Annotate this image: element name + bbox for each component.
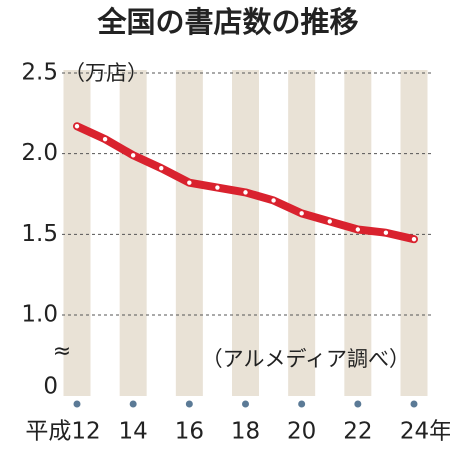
x-tick-label: 14 bbox=[119, 419, 148, 445]
data-point bbox=[383, 230, 389, 235]
x-tick-dot bbox=[185, 400, 193, 408]
x-tick-label: 16 bbox=[175, 419, 204, 445]
x-tick-dot bbox=[129, 400, 137, 408]
x-tick-dot bbox=[410, 400, 418, 408]
data-point bbox=[215, 185, 220, 190]
source-note: （アルメディア調べ） bbox=[202, 347, 410, 371]
data-point bbox=[187, 180, 192, 185]
data-point bbox=[159, 165, 164, 171]
background-stripe bbox=[400, 70, 428, 396]
background-stripe bbox=[232, 70, 259, 396]
data-point bbox=[411, 236, 417, 242]
data-point bbox=[243, 190, 248, 195]
x-tick-label: 22 bbox=[343, 419, 372, 445]
background-stripe bbox=[175, 70, 203, 396]
y-tick-label: 2.5 bbox=[21, 60, 58, 86]
background-stripe bbox=[288, 70, 316, 396]
data-point bbox=[130, 153, 136, 158]
x-tick-label: 20 bbox=[287, 419, 316, 445]
data-point bbox=[74, 124, 80, 129]
x-tick-label: 平成12 bbox=[25, 419, 100, 445]
y-tick-label: 1.0 bbox=[21, 302, 58, 328]
data-point bbox=[102, 136, 108, 142]
x-tick-label: 18 bbox=[231, 419, 260, 445]
chart-title: 全国の書店数の推移 bbox=[96, 5, 358, 39]
axis-break: ≈ bbox=[53, 339, 71, 364]
y-tick-label: 0 bbox=[43, 374, 58, 400]
data-point bbox=[327, 219, 332, 224]
data-point bbox=[299, 211, 304, 216]
x-tick-dot bbox=[242, 400, 249, 408]
x-tick-dot bbox=[298, 400, 306, 408]
y-tick-label: 1.5 bbox=[21, 221, 58, 247]
data-point bbox=[355, 227, 361, 232]
x-tick-label: 24年 bbox=[400, 419, 450, 445]
x-tick-dot bbox=[354, 400, 362, 408]
y-tick-label: 2.0 bbox=[21, 140, 58, 166]
background-stripe bbox=[119, 70, 147, 396]
x-tick-dot bbox=[73, 400, 81, 408]
data-point bbox=[271, 198, 276, 203]
